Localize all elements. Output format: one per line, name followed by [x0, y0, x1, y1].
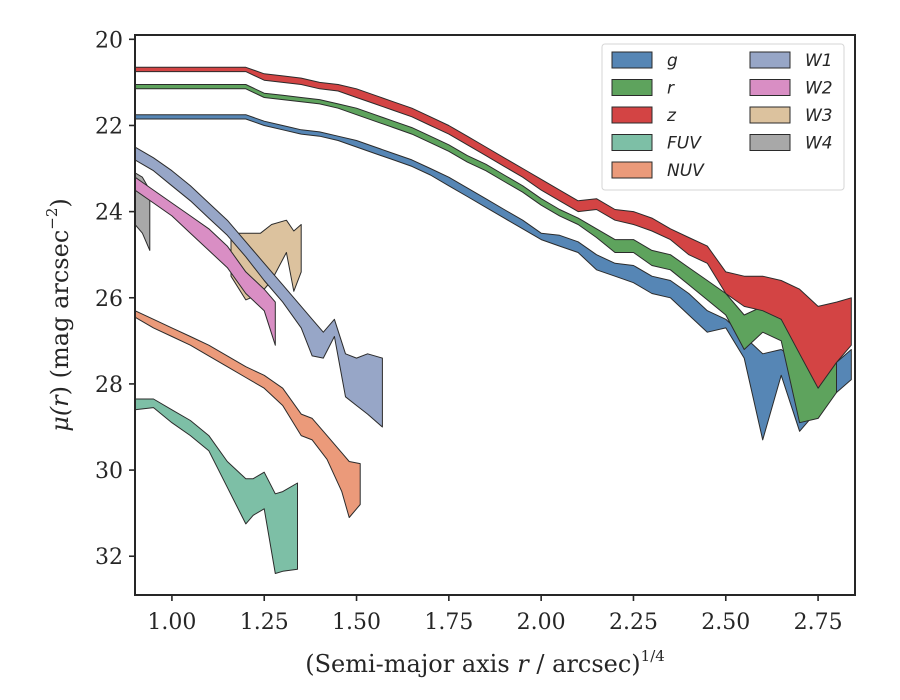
x-tick-label: 1.00	[147, 610, 196, 635]
x-tick-label: 2.00	[517, 610, 566, 635]
y-axis-title-variable: r	[46, 394, 74, 407]
legend-swatch-w4	[749, 134, 791, 151]
y-axis-title-exponent: −2	[43, 208, 61, 230]
legend-swatch-nuv	[611, 161, 653, 179]
series-fuv-band	[135, 398, 298, 574]
y-tick-label: 24	[95, 201, 123, 226]
legend-label-z: z	[666, 106, 677, 126]
legend-swatch-fuv	[611, 134, 653, 151]
series-z-band	[135, 66, 852, 389]
x-tick-label: 1.75	[424, 610, 473, 635]
y-tick-label: 20	[95, 28, 123, 53]
x-axis-title-unit: / arcsec)	[529, 650, 641, 678]
x-axis-title-exponent: 1/4	[641, 647, 665, 665]
series-w1-band	[135, 146, 383, 428]
y-tick-label: 28	[95, 373, 123, 398]
x-tick-label: 2.50	[701, 610, 750, 635]
legend-swatch-g	[611, 51, 653, 69]
y-axis-title-symbol: μ(	[46, 406, 74, 432]
x-tick-label: 2.25	[609, 610, 658, 635]
series-nuv-band	[135, 310, 361, 518]
legend-swatch-z	[611, 106, 653, 124]
x-axis-title-variable: r	[517, 650, 530, 678]
y-axis-ticks: 20 22 24 26 28 30 32	[95, 28, 135, 570]
legend-label-r: r	[667, 79, 675, 99]
legend-swatch-r	[611, 79, 653, 96]
series-r-band	[135, 84, 837, 424]
legend-label-g: g	[667, 51, 678, 71]
legend-swatch-w1	[749, 51, 791, 69]
legend-label-w3: W3	[805, 106, 833, 126]
x-tick-label: 2.75	[794, 610, 843, 635]
y-tick-label: 32	[95, 545, 123, 570]
x-tick-label: 1.25	[240, 610, 289, 635]
legend-swatch-w2	[749, 79, 791, 96]
legend-label-nuv: NUV	[667, 161, 705, 181]
legend-label-w2: W2	[805, 79, 833, 99]
legend: grz FUV NUV W1 W2 W3 W4	[601, 43, 845, 191]
legend-label-fuv: FUV	[667, 134, 702, 154]
x-tick-label: 1.50	[332, 610, 381, 635]
x-axis-title-prefix: (Semi-major axis	[305, 650, 517, 678]
series-w2-band	[135, 176, 276, 346]
x-axis-ticks: 1.00 1.25 1.50 1.75 2.00 2.25 2.50 2.75	[147, 595, 843, 635]
y-axis-title: μ(r) (mag arcsec−2)	[43, 198, 74, 432]
y-tick-label: 30	[95, 459, 123, 484]
y-axis-title-unit: ) (mag arcsec	[46, 230, 74, 396]
legend-label-w1: W1	[805, 51, 833, 71]
plot-frame	[134, 34, 856, 596]
y-tick-label: 26	[95, 287, 123, 312]
y-axis-title-close: )	[46, 198, 74, 207]
legend-swatch-w3	[749, 106, 791, 124]
legend-label-w4: W4	[805, 134, 833, 154]
band-areas	[135, 66, 852, 574]
y-tick-label: 22	[95, 114, 123, 139]
x-axis-title: (Semi-major axis r / arcsec)1/4	[305, 647, 665, 678]
series-g-band	[135, 114, 852, 441]
